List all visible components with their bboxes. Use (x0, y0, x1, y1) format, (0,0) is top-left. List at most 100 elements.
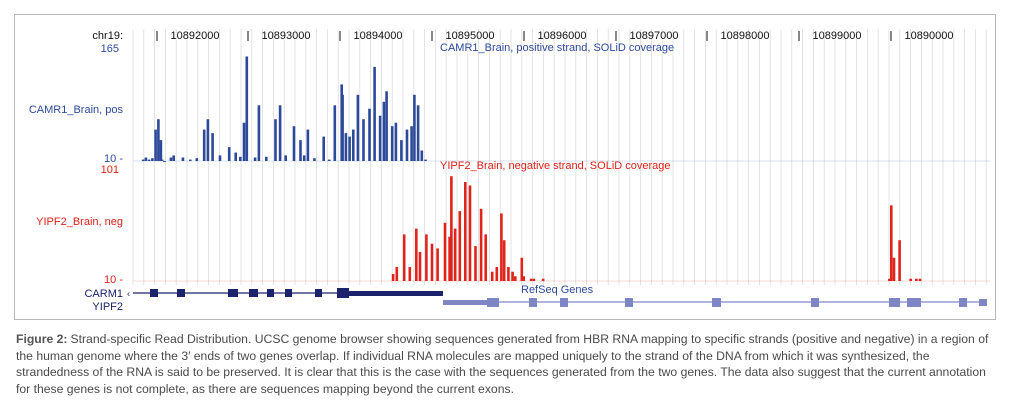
coverage-bar (402, 234, 406, 281)
coverage-bar (284, 155, 287, 161)
yipf2-exon (529, 298, 537, 307)
coverage-bar (443, 222, 447, 281)
coverage-bar (157, 119, 160, 161)
carm1-exon (267, 289, 274, 297)
coverage-bar (400, 140, 403, 161)
coverage-bar (159, 140, 163, 161)
genome-browser-view: chr19: 10892000 10893000 10894000 10895000 1… (29, 29, 990, 313)
position-tick-labels: 10892000 10893000 10894000 10895000 10896000… (156, 30, 953, 42)
carm1-exon (228, 289, 238, 297)
positive-strand-track: CAMR1_Brain, positive strand, SOLiD cove… (29, 42, 990, 165)
ruler-tick-label: 10896000 (538, 30, 587, 42)
coverage-bar (151, 158, 154, 161)
negative-track-label: YIPF2_Brain, neg (36, 216, 123, 228)
coverage-bar (418, 251, 422, 281)
coverage-bar (888, 278, 891, 281)
carm1-exon (337, 288, 349, 298)
negative-strand-track: YIPF2_Brain, negative strand, SOLiD cove… (36, 160, 990, 286)
coverage-bar (341, 94, 344, 161)
carm1-exon (177, 289, 185, 297)
coverage-bar (211, 133, 214, 161)
negative-ymax-label: 101 (101, 164, 119, 176)
coverage-bar (474, 246, 477, 281)
coverage-bar (348, 136, 351, 161)
coverage-bar (458, 211, 462, 281)
coverage-bar (408, 267, 412, 281)
yipf2-3prime-utr (443, 300, 487, 305)
coverage-bar (395, 267, 399, 281)
coverage-bar (436, 248, 439, 281)
carm1-exon (249, 289, 258, 297)
ruler-tick-label: 10898000 (721, 30, 770, 42)
coverage-bar (385, 91, 388, 161)
figure-caption: Figure 2: Strand-specific Read Distributi… (16, 331, 1000, 397)
coverage-bar (144, 157, 148, 161)
coverage-bar (327, 159, 331, 161)
coverage-bar (490, 271, 494, 281)
coverage-bar (160, 159, 164, 161)
coverage-bar (292, 126, 296, 161)
ruler-tick-label: 10899000 (813, 30, 862, 42)
coverage-bar (382, 101, 386, 161)
ruler-tick-label: 10894000 (354, 30, 403, 42)
coordinate-ruler: chr19: 10892000 10893000 10894000 10895000 1… (92, 30, 953, 42)
positive-ymin-label: 10 - (104, 153, 123, 165)
ruler-tick-label: 10895000 (446, 30, 495, 42)
coverage-bar (529, 278, 533, 281)
coverage-bar (154, 129, 157, 161)
coverage-bar (424, 159, 427, 161)
coverage-bar (362, 119, 365, 161)
gene1-label: CARM1 (84, 288, 123, 300)
coverage-bar (227, 147, 231, 161)
yipf2-exon (889, 298, 900, 307)
coverage-bar (368, 108, 371, 161)
coverage-bar (299, 140, 302, 161)
coverage-bar (541, 278, 545, 281)
yipf2-exon (560, 298, 568, 307)
yipf2-exon (712, 298, 721, 307)
negative-coverage-series (133, 176, 990, 282)
coverage-bar (484, 234, 487, 281)
coverage-bar (242, 122, 246, 161)
coverage-bar (234, 152, 237, 161)
positive-ymax-label: 165 (101, 43, 119, 55)
coverage-bar (405, 129, 409, 161)
carm1-exon (315, 289, 322, 297)
coverage-bar (189, 159, 192, 161)
carm1-exon (285, 289, 292, 297)
carm1-3prime-utr (349, 291, 443, 296)
coverage-bar (522, 276, 525, 281)
coverage-bar (356, 94, 360, 161)
coverage-bar (415, 228, 418, 281)
refseq-track-title: RefSeq Genes (521, 284, 594, 296)
coverage-bar (448, 236, 451, 281)
coverage-bar (253, 157, 257, 161)
coverage-bar (425, 234, 428, 281)
carm1-gene-model: ‹ (127, 288, 443, 299)
coverage-bar (274, 119, 277, 161)
coverage-bar (416, 105, 420, 161)
coverage-bar (257, 105, 261, 161)
coverage-bar (378, 115, 382, 161)
coverage-bar (265, 156, 268, 161)
ruler-tick-label: 10897000 (630, 30, 679, 42)
coverage-bar (239, 156, 242, 161)
coverage-bar (468, 185, 472, 281)
yipf2-exon (811, 298, 819, 307)
coverage-bar (181, 157, 185, 161)
vertical-grid-lines (132, 29, 987, 285)
coverage-bar (420, 150, 424, 161)
coverage-bar (147, 159, 151, 161)
yipf2-gene-model (443, 298, 987, 307)
coverage-bar (245, 56, 249, 161)
coverage-bar (163, 161, 166, 162)
coverage-bar (892, 257, 896, 281)
coverage-bar (172, 155, 175, 161)
coverage-bar (450, 176, 453, 281)
coverage-bar (514, 276, 517, 281)
coverage-bar (909, 278, 912, 281)
coverage-bar (352, 129, 355, 161)
coverage-bar (500, 213, 503, 281)
coverage-bar (532, 278, 536, 281)
yipf2-exon (959, 298, 967, 307)
